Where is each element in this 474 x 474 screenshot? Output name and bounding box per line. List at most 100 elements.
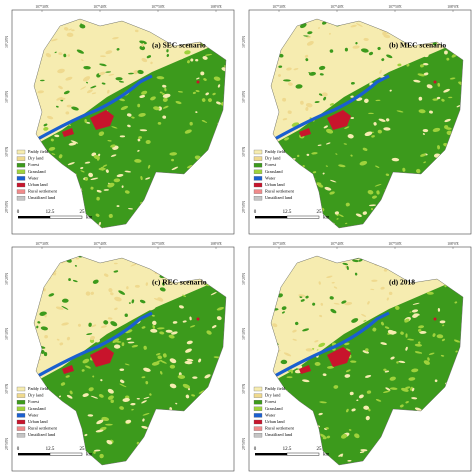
land-patch — [162, 115, 167, 119]
land-patch — [368, 204, 377, 207]
land-patch — [406, 63, 410, 67]
longitude-label: 108°0'E — [447, 242, 459, 246]
land-patch — [88, 322, 92, 327]
land-patch — [345, 348, 351, 352]
latitude-label: 30°10'N — [242, 91, 246, 103]
land-patch — [206, 330, 212, 335]
land-patch — [383, 127, 391, 131]
land-patch — [305, 295, 309, 299]
land-patch — [169, 358, 177, 364]
longitude-label: 107°50'E — [151, 5, 165, 9]
land-patch — [398, 360, 406, 364]
land-patch — [107, 182, 115, 188]
land-patch — [319, 433, 326, 438]
land-patch — [411, 309, 419, 313]
land-patch — [305, 102, 313, 108]
land-patch — [114, 340, 122, 343]
land-patch — [80, 167, 84, 170]
land-patch — [93, 451, 96, 454]
land-patch — [90, 186, 94, 190]
land-patch — [131, 299, 135, 304]
land-patch — [39, 79, 45, 82]
land-patch — [143, 367, 151, 372]
land-patch — [286, 67, 292, 71]
land-patch — [384, 326, 390, 329]
land-patch — [355, 42, 358, 45]
land-patch — [86, 81, 89, 84]
land-patch — [161, 92, 165, 95]
scale-label: 25 — [80, 447, 86, 452]
land-patch — [318, 65, 326, 70]
land-patch — [134, 159, 142, 163]
land-patch — [377, 46, 381, 51]
land-patch — [82, 76, 91, 82]
land-patch — [204, 374, 211, 379]
land-patch — [389, 376, 396, 381]
land-patch — [329, 179, 337, 183]
land-patch — [84, 433, 88, 437]
latitude-label: 30°0'N — [242, 147, 246, 157]
legend-swatch — [16, 426, 26, 431]
land-patch — [55, 105, 59, 108]
panel-title: (c) REC scenario — [152, 278, 207, 287]
land-patch — [120, 105, 129, 111]
land-patch — [340, 454, 343, 457]
land-patch — [352, 259, 359, 263]
land-patch — [306, 40, 314, 46]
urban-area — [62, 365, 74, 374]
land-patch — [169, 152, 178, 156]
land-patch — [329, 296, 334, 300]
land-patch — [335, 153, 338, 155]
land-patch — [389, 89, 392, 92]
rural-settlement — [196, 80, 200, 84]
urban-area — [90, 110, 114, 130]
land-patch — [422, 128, 429, 133]
land-patch — [375, 99, 381, 102]
land-patch — [182, 294, 187, 297]
land-patch — [93, 99, 100, 103]
land-patch — [90, 395, 99, 399]
land-patch — [409, 311, 412, 313]
land-patch — [113, 262, 118, 265]
land-patch — [436, 334, 444, 339]
land-patch — [84, 177, 89, 181]
legend-swatch — [16, 433, 26, 438]
land-patch — [74, 265, 78, 267]
land-patch — [382, 390, 391, 393]
land-patch — [427, 357, 430, 361]
scale-bar — [286, 215, 320, 219]
land-patch — [390, 356, 395, 360]
land-patch — [195, 59, 199, 62]
land-patch — [113, 344, 121, 349]
land-patch — [45, 53, 52, 58]
land-patch — [440, 354, 445, 357]
land-patch — [217, 84, 221, 88]
land-patch — [76, 49, 84, 54]
latitude-label: 30°10'N — [242, 328, 246, 340]
scale-bar — [49, 452, 83, 456]
land-patch — [343, 143, 347, 145]
land-patch — [169, 364, 176, 369]
land-patch — [186, 358, 194, 362]
land-patch — [176, 55, 185, 60]
legend-swatch — [16, 419, 26, 425]
land-patch — [160, 288, 166, 292]
land-patch — [323, 96, 327, 101]
land-patch — [342, 262, 349, 266]
land-patch — [302, 379, 310, 383]
legend-label: Paddy field — [28, 386, 49, 391]
land-patch — [350, 154, 353, 157]
land-patch — [139, 40, 147, 45]
land-patch — [208, 98, 212, 103]
land-patch — [365, 415, 370, 421]
land-patch — [292, 329, 297, 333]
land-patch — [71, 29, 75, 32]
latitude-label: 30°20'N — [242, 273, 246, 285]
land-patch — [280, 359, 288, 365]
land-patch — [448, 96, 453, 99]
land-patch — [318, 342, 326, 348]
land-patch — [437, 82, 441, 87]
land-patch — [116, 173, 124, 177]
land-patch — [66, 394, 73, 399]
land-patch — [66, 32, 74, 38]
